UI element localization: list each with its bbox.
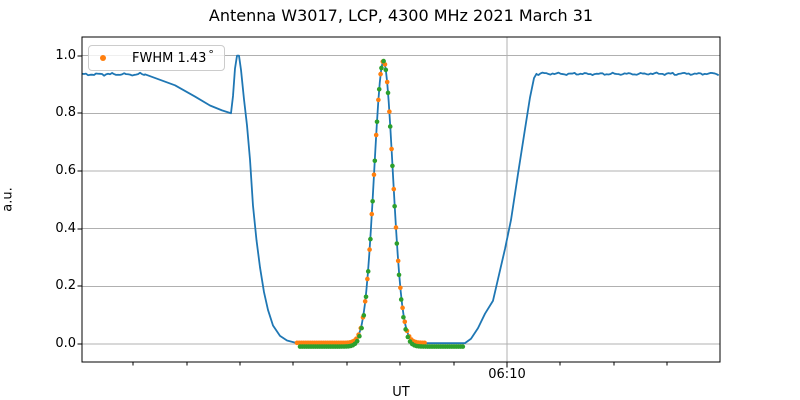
legend-label: FWHM 1.43 (132, 50, 207, 66)
y-tick-label: 0.0 (55, 336, 76, 351)
chart-title: Antenna W3017, LCP, 4300 MHz 2021 March … (208, 6, 594, 25)
y-axis-label: a.u. (0, 187, 16, 212)
y-tick-label: 0.4 (55, 221, 76, 236)
legend-marker-dot-icon (100, 55, 106, 61)
x-tick-label-0610: 06:10 (488, 367, 526, 382)
x-axis-label: UT (392, 385, 410, 400)
legend-degree-symbol: ° (208, 47, 214, 61)
model-points-green (297, 58, 466, 349)
axis-ticks (77, 55, 668, 368)
fit-points-orange (294, 59, 427, 346)
axes-spines (81, 36, 721, 363)
y-tick-label: 0.2 (55, 278, 76, 293)
grid-lines (82, 37, 720, 362)
legend-box: FWHM 1.43 ° (88, 45, 225, 71)
y-tick-label: 1.0 (55, 48, 76, 63)
y-tick-label: 0.6 (55, 163, 76, 178)
y-tick-label: 0.8 (55, 105, 76, 120)
